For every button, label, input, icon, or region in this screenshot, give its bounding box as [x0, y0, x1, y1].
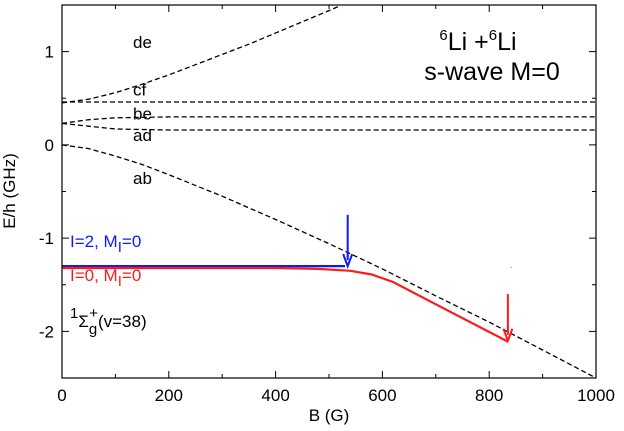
y-tick-label: 1	[45, 43, 54, 62]
label-ad: ad	[133, 126, 152, 145]
curve-labels: de cf be ad ab	[133, 33, 152, 188]
series-label-i2: I=2, MI=0	[70, 232, 141, 256]
arrows	[342, 214, 514, 344]
x-tick-label: 200	[155, 386, 183, 405]
threshold-de	[62, 5, 340, 104]
y-tick-label: -2	[39, 322, 54, 341]
x-tick-label: 600	[368, 386, 396, 405]
stray-mark: .	[510, 261, 512, 270]
threshold-ab	[62, 144, 596, 378]
threshold-be	[62, 116, 596, 125]
label-ab: ab	[133, 169, 152, 188]
x-tick-label: 800	[475, 386, 503, 405]
threshold-ad	[62, 122, 596, 131]
x-tick-label: 400	[261, 386, 289, 405]
y-tick-label: -1	[39, 229, 54, 248]
y-axis-title: E/h (GHz)	[0, 153, 19, 229]
state-label: 1Σg+(v=38)	[70, 305, 147, 338]
series-i0	[62, 266, 509, 343]
y-tick-label: 0	[45, 136, 54, 155]
arrow-red	[502, 294, 514, 344]
x-tick-label: 1000	[577, 386, 615, 405]
data-series	[62, 265, 509, 343]
label-be: be	[133, 105, 152, 124]
chart-title-line1: 6Li +6Li	[439, 27, 516, 56]
threshold-curves	[62, 5, 596, 378]
chart-title-line2: s-wave M=0	[424, 58, 559, 86]
x-axis-title: B (G)	[309, 406, 350, 425]
label-cf: cf	[133, 80, 147, 99]
series-label-i0: I=0, MI=0	[70, 266, 141, 290]
arrow-blue	[342, 214, 354, 269]
x-tick-label: 0	[57, 386, 66, 405]
axis-ticks: 0 200 400 600 800 1000 -2 -1 0 1	[39, 4, 615, 405]
label-de: de	[133, 33, 152, 52]
